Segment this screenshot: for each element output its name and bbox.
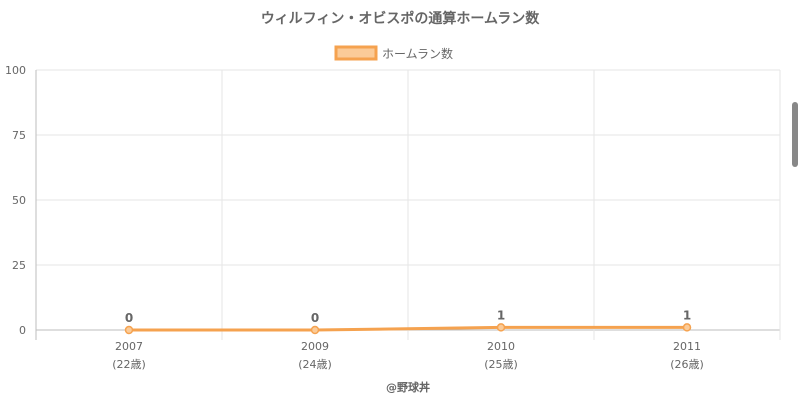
legend[interactable]: ホームラン数 [334,45,453,61]
chart-title: ウィルフィン・オビスポの通算ホームラン数 [261,10,541,27]
data-point [682,323,692,332]
series-line [127,325,689,332]
x-tick-sublabel: (22歳) [112,358,146,371]
y-tick-label: 0 [19,324,26,337]
y-tick-label: 50 [12,194,26,207]
y-tick-label: 25 [12,259,26,272]
y-tick-label: 100 [5,64,26,77]
vertical-scrollbar[interactable] [792,102,798,167]
credit-text: @野球丼 [386,380,430,394]
data-label: 0 [311,311,319,325]
data-point [124,325,134,335]
x-tick-sublabel: (25歳) [484,358,518,371]
data-label: 1 [497,308,505,322]
y-tick-label: 75 [12,129,26,142]
legend-label: ホームラン数 [382,46,453,61]
x-tick-label: 2010 [487,340,515,353]
x-tick-sublabel: (26歳) [670,358,704,371]
data-point [496,323,506,332]
x-tick-label: 2011 [673,340,701,353]
data-label: 0 [125,311,133,325]
series-home-runs [124,323,692,335]
y-axis-ticks: 0 25 50 75 100 [5,64,26,337]
data-labels: 0 0 1 1 [125,308,691,325]
x-tick-sublabel: (24歳) [298,358,332,371]
grid [35,69,781,340]
x-axis-ticks: 2007 (22歳) 2009 (24歳) 2010 (25歳) 2011 (26歳) [112,340,704,371]
x-tick-label: 2009 [301,340,329,353]
data-label: 1 [683,308,691,322]
legend-swatch [334,45,378,61]
x-tick-label: 2007 [115,340,143,353]
data-point [310,325,320,335]
